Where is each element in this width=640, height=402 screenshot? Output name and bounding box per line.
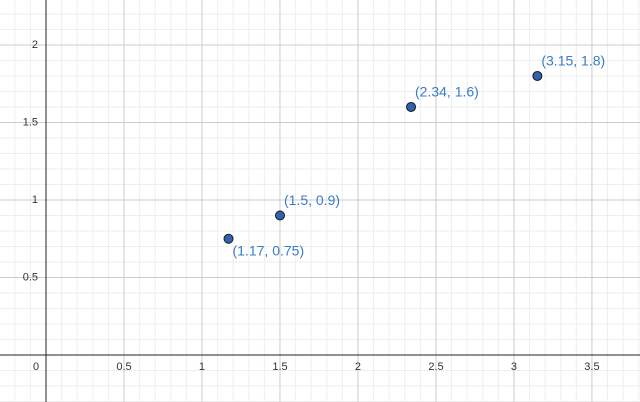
point [274, 210, 285, 221]
x-tick-label: 1 [199, 361, 205, 373]
point [406, 101, 417, 112]
point-label: (3.15, 1.8) [541, 53, 605, 69]
y-tick-label: 1.5 [23, 116, 38, 128]
x-tick-label: 0 [33, 361, 39, 373]
x-tick-label: 3.5 [584, 361, 599, 373]
y-tick-label: 2 [32, 39, 38, 51]
point-label: (1.17, 0.75) [233, 242, 305, 258]
y-tick-label: 0.5 [23, 271, 38, 283]
x-tick-label: 1.5 [272, 361, 287, 373]
x-tick-label: 3 [511, 361, 517, 373]
point-label: (1.5, 0.9) [284, 192, 340, 208]
y-tick-label: 1 [32, 194, 38, 206]
x-tick-label: 2.5 [428, 361, 443, 373]
point-label: (2.34, 1.6) [415, 84, 479, 100]
point [223, 233, 234, 244]
x-tick-label: 0.5 [116, 361, 131, 373]
point [532, 70, 543, 81]
x-tick-label: 2 [355, 361, 361, 373]
